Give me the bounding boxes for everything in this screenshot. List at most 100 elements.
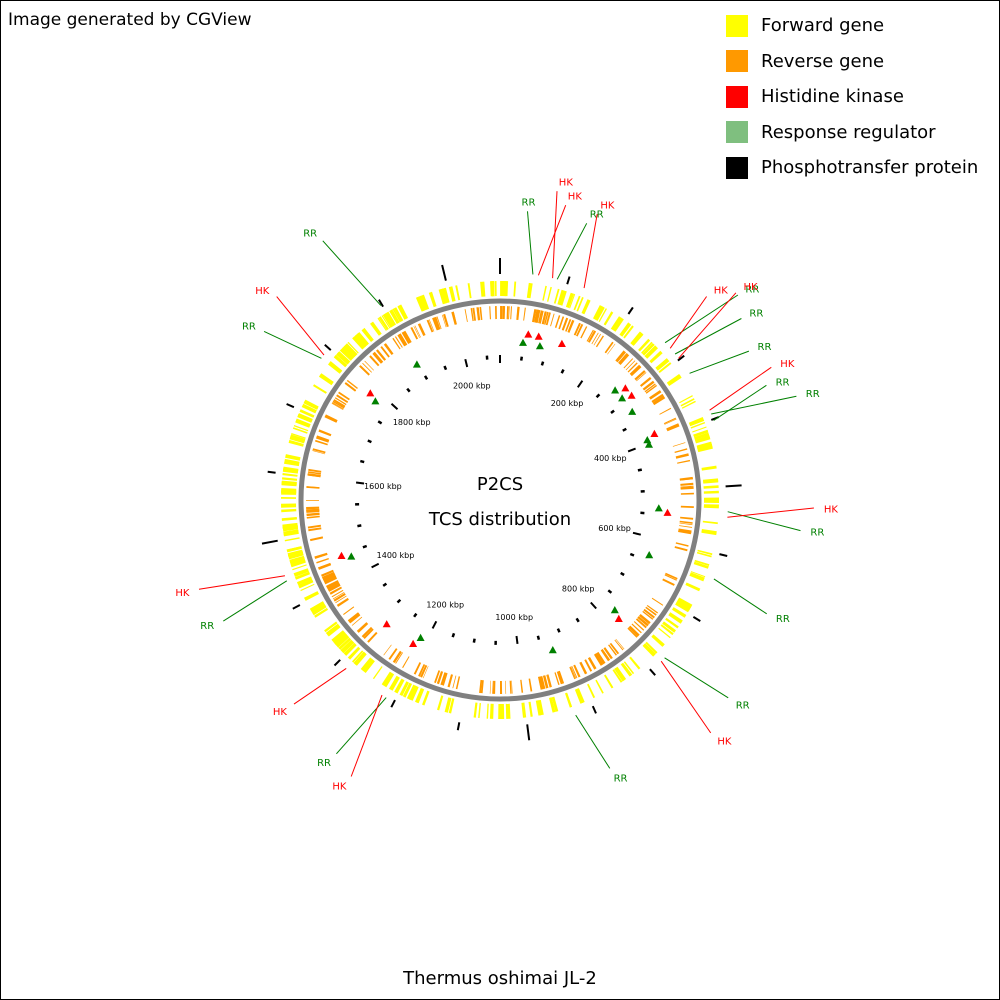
reverse-gene — [479, 306, 483, 320]
callout-line — [727, 511, 801, 532]
forward-gene — [393, 307, 404, 322]
outer-tick — [526, 724, 531, 741]
reverse-gene — [327, 583, 340, 591]
forward-gene — [665, 617, 679, 629]
scale-label: 2000 kbp — [453, 381, 491, 390]
forward-gene — [528, 701, 533, 717]
response-regulator-marker — [645, 551, 654, 559]
forward-gene — [428, 291, 437, 308]
forward-gene — [281, 517, 297, 521]
phosphotransfer-protein-swatch — [726, 156, 748, 179]
reverse-gene — [414, 325, 421, 338]
histidine-kinase-marker — [409, 639, 418, 647]
callout-line — [660, 660, 712, 734]
forward-gene — [573, 295, 581, 311]
callout-label: RR — [776, 614, 790, 625]
scale-tick — [627, 447, 636, 453]
forward-gene — [290, 560, 306, 568]
callout-label: HK — [824, 504, 839, 515]
forward-gene — [382, 313, 394, 328]
inner-scale-ring: 200 kbp 400 kbp 600 kbp 800 kbp 1000 kbp 1200… — [355, 355, 645, 645]
forward-gene — [565, 292, 575, 308]
reverse-gene — [432, 317, 440, 331]
reverse-gene — [306, 512, 320, 515]
forward-gene — [361, 328, 374, 342]
scale-tick — [629, 552, 635, 557]
forward-gene — [594, 306, 604, 321]
reverse-gene — [440, 672, 447, 686]
histidine-kinase-marker — [650, 429, 659, 437]
legend-label-histidine-kinase: Histidine kinase — [761, 86, 904, 108]
histidine-kinase-marker — [621, 384, 630, 392]
reverse-gene — [508, 306, 510, 320]
reverse-gene — [672, 442, 686, 447]
scale-tick — [367, 439, 372, 444]
forward-gene — [598, 308, 607, 322]
reverse-gene — [615, 638, 625, 650]
forward-gene — [402, 682, 412, 698]
reverse-gene — [532, 309, 537, 323]
callout-label: HK — [714, 285, 729, 296]
forward-gene — [604, 311, 614, 326]
reverse-gene — [603, 647, 613, 660]
forward-gene — [353, 334, 366, 349]
reverse-gene — [349, 613, 361, 624]
forward-gene — [595, 306, 605, 321]
scale-label: 1800 kbp — [393, 418, 431, 427]
forward-gene — [370, 321, 382, 336]
reverse-gene — [346, 380, 358, 389]
forward-gene — [353, 651, 366, 665]
reverse-gene — [316, 435, 330, 442]
forward-gene — [295, 571, 310, 579]
reverse-gene — [680, 485, 694, 488]
forward-gene — [292, 427, 308, 434]
reverse-gene — [401, 331, 411, 344]
callout-label: RR — [810, 528, 824, 539]
forward-gene — [352, 336, 364, 350]
reverse-gene — [331, 403, 344, 410]
reverse-gene — [383, 644, 392, 656]
forward-gene — [486, 703, 489, 719]
outer-tick — [719, 553, 728, 557]
forward-gene — [372, 666, 383, 680]
forward-gene — [406, 684, 417, 700]
forward-gene — [703, 490, 719, 494]
reverse-gene — [593, 333, 601, 346]
forward-gene — [498, 704, 501, 719]
callout-label: HK — [568, 192, 583, 203]
reverse-gene — [679, 520, 693, 524]
reverse-gene — [361, 626, 373, 638]
reverse-gene — [680, 482, 694, 486]
forward-gene — [610, 316, 622, 331]
forward-gene — [284, 462, 300, 467]
reverse-gene — [318, 429, 332, 437]
forward-gene — [409, 685, 419, 701]
callout-label: HK — [780, 359, 795, 370]
histidine-kinase-marker — [524, 330, 533, 338]
scale-label: 1200 kbp — [426, 601, 464, 610]
callout-line — [664, 294, 739, 344]
legend: Forward gene Reverse gene Histidine kina… — [726, 8, 978, 186]
reverse-gene — [586, 329, 594, 342]
forward-gene — [297, 414, 313, 423]
reverse-gene — [653, 396, 666, 406]
reverse-gene — [580, 326, 588, 339]
reverse-gene — [333, 593, 346, 602]
forward-gene — [492, 281, 495, 297]
scale-label: 1000 kbp — [495, 613, 533, 622]
reverse-gene — [336, 394, 348, 403]
callout-line — [678, 292, 737, 359]
forward-gene — [304, 591, 319, 601]
reverse-gene — [541, 311, 547, 325]
reverse-gene — [413, 326, 420, 338]
reverse-gene — [310, 536, 324, 542]
outer-tick — [286, 403, 295, 409]
callout-line — [709, 366, 772, 411]
forward-gene — [301, 403, 317, 414]
reverse-gene — [615, 350, 626, 362]
reverse-gene — [493, 680, 496, 694]
reverse-gene — [678, 528, 692, 533]
forward-gene — [668, 376, 682, 386]
forward-gene — [389, 309, 400, 324]
scale-tick — [359, 459, 365, 464]
